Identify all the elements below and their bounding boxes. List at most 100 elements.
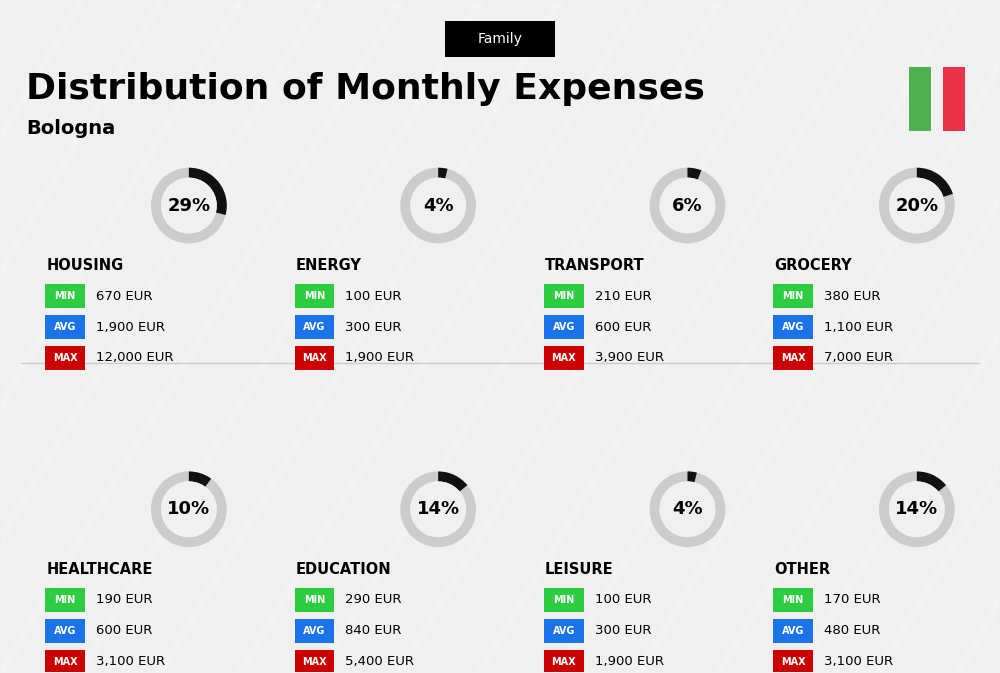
FancyBboxPatch shape: [943, 67, 965, 131]
FancyBboxPatch shape: [45, 284, 85, 308]
Text: MIN: MIN: [783, 291, 804, 301]
Text: 14%: 14%: [417, 500, 460, 518]
FancyBboxPatch shape: [544, 346, 584, 370]
Text: 1,900 EUR: 1,900 EUR: [595, 655, 664, 668]
Text: 600 EUR: 600 EUR: [96, 625, 152, 637]
Text: AVG: AVG: [553, 322, 575, 332]
FancyBboxPatch shape: [544, 315, 584, 339]
Text: Distribution of Monthly Expenses: Distribution of Monthly Expenses: [26, 72, 705, 106]
Text: HEALTHCARE: HEALTHCARE: [46, 561, 153, 577]
Text: 12,000 EUR: 12,000 EUR: [96, 351, 174, 364]
Text: HOUSING: HOUSING: [46, 258, 124, 273]
FancyBboxPatch shape: [445, 22, 555, 57]
Circle shape: [161, 178, 217, 234]
Wedge shape: [400, 168, 476, 244]
Text: 300 EUR: 300 EUR: [595, 625, 651, 637]
Text: 670 EUR: 670 EUR: [96, 289, 153, 303]
Circle shape: [161, 481, 217, 537]
Wedge shape: [189, 168, 227, 215]
Text: 29%: 29%: [167, 197, 210, 215]
FancyBboxPatch shape: [295, 588, 334, 612]
FancyBboxPatch shape: [295, 649, 334, 673]
Wedge shape: [650, 168, 725, 244]
Text: TRANSPORT: TRANSPORT: [545, 258, 645, 273]
Text: EDUCATION: EDUCATION: [296, 561, 391, 577]
Wedge shape: [438, 168, 448, 178]
Text: AVG: AVG: [782, 626, 804, 636]
Text: MAX: MAX: [552, 353, 576, 363]
Text: AVG: AVG: [54, 626, 76, 636]
FancyBboxPatch shape: [45, 346, 85, 370]
Wedge shape: [687, 472, 697, 483]
Circle shape: [889, 178, 945, 234]
Wedge shape: [687, 168, 701, 180]
Text: 170 EUR: 170 EUR: [824, 594, 881, 606]
Text: MIN: MIN: [304, 595, 325, 605]
Wedge shape: [879, 168, 955, 244]
Text: MAX: MAX: [302, 657, 327, 667]
Text: GROCERY: GROCERY: [774, 258, 852, 273]
Text: 3,900 EUR: 3,900 EUR: [595, 351, 664, 364]
Text: MAX: MAX: [552, 657, 576, 667]
FancyBboxPatch shape: [773, 315, 813, 339]
FancyBboxPatch shape: [295, 346, 334, 370]
Text: OTHER: OTHER: [774, 561, 830, 577]
FancyBboxPatch shape: [45, 649, 85, 673]
Text: 380 EUR: 380 EUR: [824, 289, 881, 303]
FancyBboxPatch shape: [544, 284, 584, 308]
Text: MIN: MIN: [553, 291, 574, 301]
FancyBboxPatch shape: [295, 315, 334, 339]
Text: AVG: AVG: [303, 322, 326, 332]
Text: 210 EUR: 210 EUR: [595, 289, 651, 303]
Text: 7,000 EUR: 7,000 EUR: [824, 351, 893, 364]
Circle shape: [660, 481, 715, 537]
Text: MIN: MIN: [55, 595, 76, 605]
FancyBboxPatch shape: [295, 619, 334, 643]
Wedge shape: [151, 472, 227, 547]
Text: AVG: AVG: [303, 626, 326, 636]
Text: 100 EUR: 100 EUR: [345, 289, 402, 303]
Text: 290 EUR: 290 EUR: [345, 594, 402, 606]
Text: AVG: AVG: [553, 626, 575, 636]
Circle shape: [410, 481, 466, 537]
Text: 5,400 EUR: 5,400 EUR: [345, 655, 414, 668]
Wedge shape: [917, 168, 953, 197]
Text: 1,100 EUR: 1,100 EUR: [824, 320, 893, 334]
FancyBboxPatch shape: [909, 67, 931, 131]
Text: Family: Family: [478, 32, 522, 46]
Text: 10%: 10%: [167, 500, 210, 518]
Text: 1,900 EUR: 1,900 EUR: [345, 351, 414, 364]
FancyBboxPatch shape: [544, 619, 584, 643]
Text: 6%: 6%: [672, 197, 703, 215]
Text: 3,100 EUR: 3,100 EUR: [96, 655, 165, 668]
Wedge shape: [438, 472, 467, 491]
FancyBboxPatch shape: [544, 588, 584, 612]
Text: 4%: 4%: [672, 500, 703, 518]
Text: 3,100 EUR: 3,100 EUR: [824, 655, 893, 668]
Text: 14%: 14%: [895, 500, 938, 518]
FancyBboxPatch shape: [45, 315, 85, 339]
Wedge shape: [400, 472, 476, 547]
FancyBboxPatch shape: [773, 588, 813, 612]
FancyBboxPatch shape: [544, 649, 584, 673]
Circle shape: [410, 178, 466, 234]
Text: 840 EUR: 840 EUR: [345, 625, 402, 637]
Text: 100 EUR: 100 EUR: [595, 594, 651, 606]
Text: MAX: MAX: [781, 353, 805, 363]
Text: 4%: 4%: [423, 197, 453, 215]
Text: MAX: MAX: [53, 353, 78, 363]
Text: MIN: MIN: [783, 595, 804, 605]
FancyBboxPatch shape: [773, 346, 813, 370]
FancyBboxPatch shape: [295, 284, 334, 308]
Wedge shape: [879, 472, 955, 547]
Text: ENERGY: ENERGY: [296, 258, 361, 273]
Text: 1,900 EUR: 1,900 EUR: [96, 320, 165, 334]
Text: 480 EUR: 480 EUR: [824, 625, 880, 637]
Text: 300 EUR: 300 EUR: [345, 320, 402, 334]
Wedge shape: [917, 472, 946, 491]
Text: 190 EUR: 190 EUR: [96, 594, 153, 606]
Text: AVG: AVG: [782, 322, 804, 332]
Text: AVG: AVG: [54, 322, 76, 332]
FancyBboxPatch shape: [45, 619, 85, 643]
Text: LEISURE: LEISURE: [545, 561, 614, 577]
